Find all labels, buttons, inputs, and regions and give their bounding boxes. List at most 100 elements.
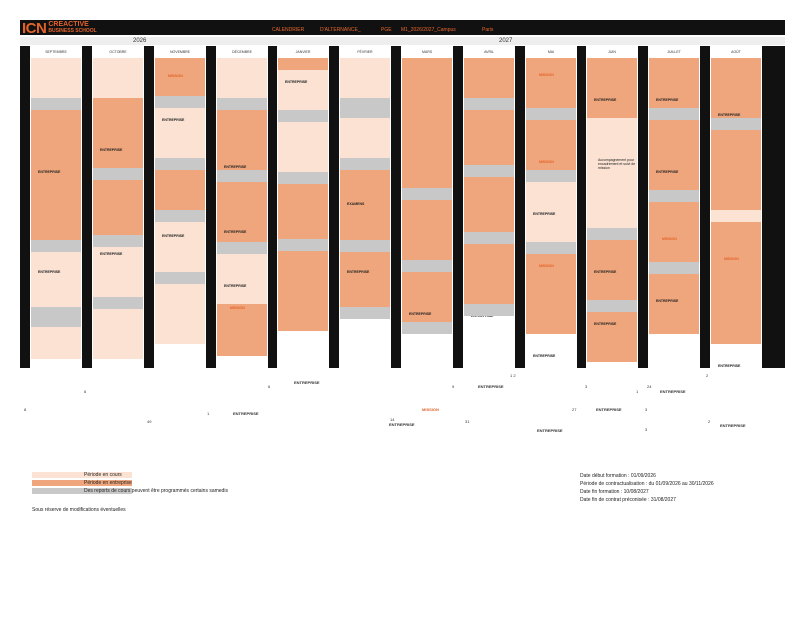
month-column: JANVIERENTREPRISEENTREPRISE [277,46,329,368]
month-column: DÉCEMBRE ENTREPRISE ENTREPRISE ENTREPRISE MI… [216,46,268,368]
label-entreprise: ENTREPRISE [100,252,123,256]
period-cours [155,222,205,272]
period-cours [93,58,143,98]
period-samedi [217,98,267,110]
period-samedi [31,98,81,110]
calendar-label: CALENDRIER [272,27,305,33]
program-label: PGE [381,27,392,33]
year-bar [20,37,785,45]
period-cours [340,118,390,158]
below-num-15: 1 [636,389,639,394]
info-fin-contrat: Date fin de contrat préconisée : 31/08/2… [580,497,676,503]
legend-swatch-entreprise [32,480,132,486]
label-entreprise: ENTREPRISE [100,148,123,152]
label-entreprise: ENTREPRISE [656,170,679,174]
period-entreprise [526,254,576,294]
period-entreprise [464,58,514,98]
below-label-entreprise-8: ENTREPRISE [720,423,746,428]
period-entreprise [711,222,761,282]
month-column: JUIN ENTREPRISE Accompagnement pour encadr… [586,46,638,368]
period-samedi [340,98,390,118]
below-num-11: 8 [24,407,27,412]
period-samedi [155,96,205,108]
period-samedi [464,232,514,244]
school-logo: ICN CREACTIVE BUSINESS SCHOOL [22,20,97,36]
month-header: AVRIL [484,50,494,54]
period-entreprise [217,182,267,242]
period-entreprise [93,180,143,235]
period-cours [155,284,205,344]
below-num-3: 9 [452,384,455,389]
period-entreprise [711,130,761,210]
period-entreprise [31,110,81,240]
period-samedi [31,240,81,252]
period-entreprise [464,244,514,304]
period-entreprise [402,200,452,260]
below-num-1: 6 [84,389,87,394]
label-entreprise: ENTREPRISE [718,113,741,117]
period-samedi [464,98,514,110]
below-label-entreprise-6: ENTREPRISE [596,407,622,412]
label-entreprise: ENTREPRISE [533,354,556,358]
period-samedi [711,118,761,130]
period-cours [587,118,637,228]
below-num-17: 2 [708,419,711,424]
period-samedi [526,242,576,254]
legend-cours: Période en cours [84,472,122,478]
label-entreprise: ENTREPRISE [594,270,617,274]
period-entreprise [649,120,699,190]
period-entreprise [155,170,205,210]
month-column: SEPTEMBRE ENTREPRISE ENTREPRISE [30,46,82,368]
period-entreprise [526,58,576,108]
below-num-10: 3 [585,384,588,389]
legend-samedi: Des reports de cours peuvent être progra… [84,488,228,494]
period-samedi [649,262,699,274]
below-label-entreprise-5: ENTREPRISE [537,428,563,433]
month-header: DÉCEMBRE [232,50,252,54]
period-samedi [278,110,328,122]
period-samedi [649,190,699,202]
period-entreprise [711,282,761,294]
period-entreprise [711,294,761,344]
label-mission: MISSION [662,237,677,241]
period-entreprise [649,274,699,334]
below-num-16: 3 [645,427,648,432]
period-cours [31,327,81,359]
legend-swatch-cours [32,472,132,478]
month-column: FÉVRIER EXAMENS ENTREPRISE [339,46,391,368]
period-samedi [587,300,637,312]
period-samedi [217,242,267,254]
period-entreprise [402,58,452,188]
label-mission: MISSION [168,74,183,78]
label-entreprise: ENTREPRISE [162,118,185,122]
below-label-entreprise-2: ENTREPRISE [478,384,504,389]
label-entreprise: ENTREPRISE [162,234,185,238]
period-entreprise [278,58,328,70]
period-samedi [587,228,637,240]
below-label-entreprise-1: ENTREPRISE [294,380,320,385]
label-entreprise: ENTREPRISE [594,322,617,326]
period-cours [278,122,328,172]
period-entreprise [278,251,328,291]
period-entreprise [93,98,143,168]
label-entreprise: ENTREPRISE [224,165,247,169]
period-entreprise [526,120,576,170]
below-num-13: 3 [645,407,648,412]
month-header: MAI [547,50,555,54]
period-entreprise [402,272,452,322]
logo-line1: CREACTIVE [48,21,89,28]
period-samedi [340,307,390,319]
month-column: AOÛT ENTREPRISE MISSION ENTREPRISE [710,46,762,368]
year-2027: 2027 [499,38,513,44]
month-header: JANVIER [295,50,311,54]
period-entreprise [587,312,637,362]
month-column: MARSENTREPRISEENTREPRISEENTREPRISE [401,46,453,368]
below-label-entreprise-3: ENTREPRISE [233,411,259,416]
period-samedi [402,322,452,334]
label-examens: EXAMENS [347,202,365,206]
calendar-grid: SEPTEMBRE ENTREPRISE ENTREPRISE OCTOBRE ENTR… [20,46,785,368]
label-entreprise: ENTREPRISE [409,312,432,316]
month-header: JUIN [608,50,616,54]
period-samedi [278,239,328,251]
label-entreprise: ENTREPRISE [224,230,247,234]
